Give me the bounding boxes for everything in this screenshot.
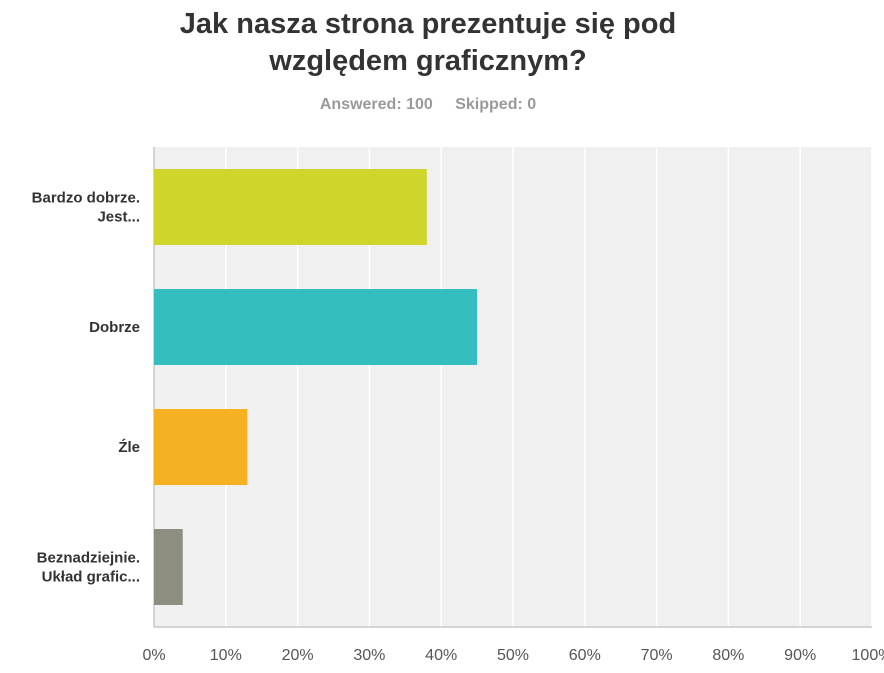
- bar: [154, 169, 427, 245]
- x-tick-label: 0%: [142, 647, 165, 664]
- bar: [154, 289, 478, 365]
- x-tick-label: 50%: [497, 647, 529, 664]
- category-label: Dobrze: [89, 319, 140, 336]
- x-tick-label: 40%: [425, 647, 457, 664]
- category-label: Źle: [118, 439, 140, 456]
- x-tick-label: 30%: [353, 647, 385, 664]
- answered-count: Answered: 100: [319, 96, 433, 113]
- x-tick-label: 80%: [712, 647, 744, 664]
- skipped-count: Skipped: 0: [455, 96, 537, 113]
- response-stats: Answered: 100 Skipped: 0: [0, 96, 856, 114]
- bar: [154, 529, 183, 605]
- category-label: Bardzo dobrze. Jest...: [32, 190, 140, 226]
- chart-title-line-1: Jak nasza strona prezentuje się pod: [179, 8, 677, 40]
- x-tick-label: 70%: [641, 647, 673, 664]
- x-tick-label: 10%: [210, 647, 242, 664]
- x-tick-label: 60%: [569, 647, 601, 664]
- bar: [154, 409, 248, 485]
- category-label: Beznadziejnie. Układ grafic...: [37, 550, 140, 586]
- chart-title-line-2: względem graficznym?: [269, 45, 587, 77]
- chart-title: Jak nasza strona prezentuje się pod wzgl…: [128, 6, 728, 80]
- x-tick-label: 100%: [852, 647, 884, 664]
- x-tick-label: 90%: [784, 647, 816, 664]
- x-tick-label: 20%: [282, 647, 314, 664]
